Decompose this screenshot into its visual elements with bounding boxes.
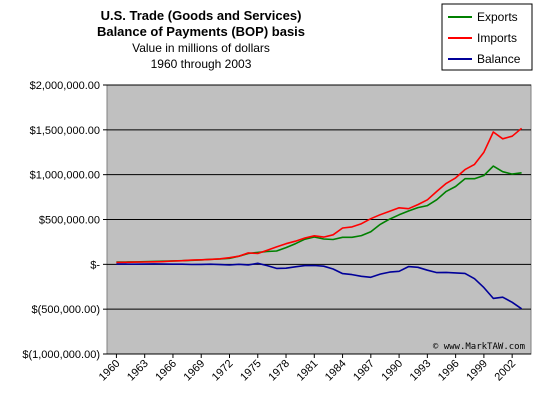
legend-label-exports: Exports — [477, 10, 518, 24]
x-tick-label: 1972 — [210, 358, 236, 384]
y-axis: $2,000,000.00 $1,500,000.00 $1,000,000.00 $… — [22, 80, 107, 361]
x-tick-label: 1960 — [97, 358, 123, 384]
y-tick-label: $- — [90, 259, 100, 271]
legend-label-balance: Balance — [477, 52, 521, 66]
y-tick-label: $(500,000.00) — [32, 304, 101, 316]
y-tick-label: $(1,000,000.00) — [22, 349, 100, 361]
x-axis: 1960 1963 1966 1969 1972 1975 1978 1981 1984 1987… — [97, 354, 518, 384]
x-tick-label: 1969 — [182, 358, 208, 384]
chart-subtitle-line2: 1960 through 2003 — [151, 57, 252, 71]
legend-label-imports: Imports — [477, 31, 517, 45]
chart-title: U.S. Trade (Goods and Services) — [101, 8, 302, 23]
chart-subtitle: Value in millions of dollars — [132, 41, 270, 55]
x-tick-label: 1966 — [153, 358, 179, 384]
x-tick-label: 2002 — [492, 358, 518, 384]
y-tick-label: $2,000,000.00 — [30, 80, 100, 92]
chart-title-line2: Balance of Payments (BOP) basis — [97, 24, 305, 39]
x-tick-label: 1993 — [408, 358, 434, 384]
x-tick-label: 1975 — [238, 358, 264, 384]
x-tick-label: 1990 — [379, 358, 405, 384]
series-line-imports — [116, 127, 523, 264]
x-tick-label: 1996 — [436, 358, 462, 384]
credit-text: © www.MarkTAW.com — [433, 342, 525, 352]
x-tick-label: 1984 — [323, 358, 349, 384]
x-tick-label: 1981 — [295, 358, 321, 384]
y-tick-label: $500,000.00 — [39, 215, 100, 227]
series-line-balance — [116, 262, 523, 310]
x-tick-label: 1978 — [266, 358, 292, 384]
y-tick-label: $1,000,000.00 — [30, 170, 100, 182]
x-tick-label: 1999 — [464, 358, 490, 384]
x-tick-label: 1987 — [351, 358, 377, 384]
x-tick-label: 1963 — [125, 358, 151, 384]
series-lines — [116, 127, 523, 310]
legend: Exports Imports Balance — [441, 3, 533, 71]
y-tick-label: $1,500,000.00 — [30, 125, 100, 137]
